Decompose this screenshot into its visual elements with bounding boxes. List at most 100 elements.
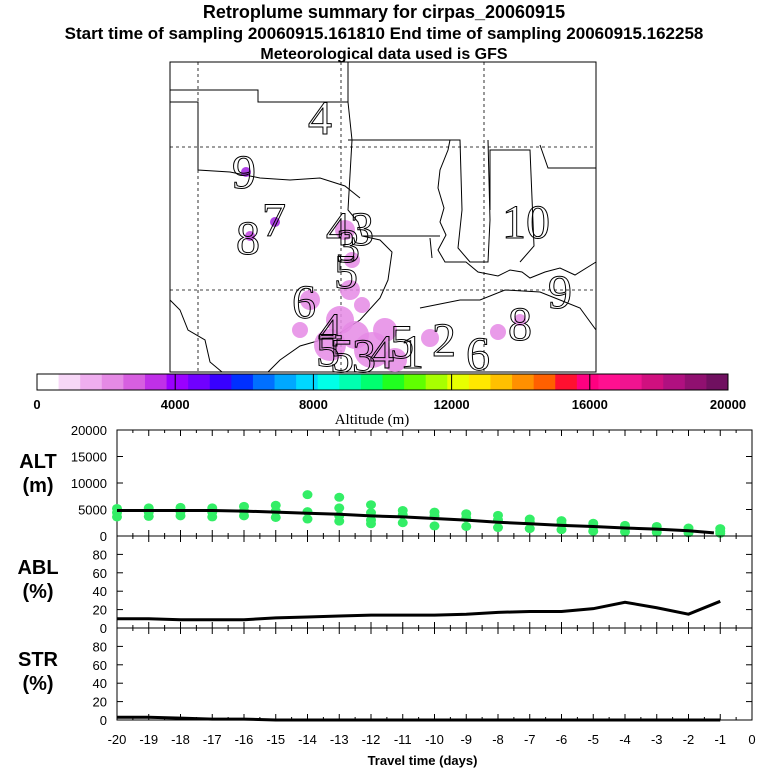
map-day-label: 4 xyxy=(370,326,394,379)
colorbar-cell xyxy=(555,374,578,390)
alt-point xyxy=(524,524,535,534)
colorbar-cell xyxy=(252,374,276,390)
map-day-label: 6 xyxy=(466,328,490,381)
map-day-label: 4 xyxy=(308,92,332,145)
colorbar-cell xyxy=(37,374,60,390)
colorbar-cell xyxy=(598,374,621,390)
colorbar-cell xyxy=(188,374,211,390)
map-day-label: 9 xyxy=(232,146,256,199)
alt-ytick-label: 5000 xyxy=(78,503,107,518)
alt-point xyxy=(429,521,440,531)
xtick-label: -7 xyxy=(524,732,536,747)
xtick-label: -6 xyxy=(556,732,568,747)
abl-ylabel: ABL xyxy=(17,557,58,579)
alt-point xyxy=(239,511,249,521)
str-ylabel: (%) xyxy=(22,673,53,695)
xtick-label: -8 xyxy=(492,732,504,747)
plume-blob xyxy=(490,324,506,340)
xtick-label: -16 xyxy=(235,732,254,747)
x-axis-label: Travel time (days) xyxy=(368,753,478,768)
alt-point xyxy=(366,519,376,529)
colorbar-cell xyxy=(706,374,729,390)
map-day-label: 3 xyxy=(336,220,360,273)
sampling-times: Start time of sampling 20060915.161810 E… xyxy=(64,24,704,43)
map-day-label: 3 xyxy=(350,203,374,256)
colorbar-cell xyxy=(620,374,643,390)
map-day-label: 1 xyxy=(400,326,424,379)
colorbar-cell xyxy=(663,374,686,390)
plume-blob xyxy=(270,217,280,227)
alt-point xyxy=(270,512,281,522)
colorbar-cell xyxy=(231,374,254,390)
colorbar-cell xyxy=(209,374,232,390)
str-ytick-label: 60 xyxy=(93,658,107,673)
plume-blob xyxy=(340,280,360,300)
alt-point xyxy=(302,490,313,500)
colorbar-cell xyxy=(641,374,664,390)
xtick-label: -12 xyxy=(362,732,381,747)
alt-point xyxy=(112,512,122,522)
colorbar-tick-label: 4000 xyxy=(161,397,190,412)
alt-point xyxy=(493,523,503,533)
colorbar-cell xyxy=(468,374,491,390)
met-data-label: Meteorological data used is GFS xyxy=(260,46,508,63)
str-ylabel: STR xyxy=(18,649,59,671)
chart-title: Retroplume summary for cirpas_20060915 xyxy=(202,2,566,22)
colorbar-tick-label: 0 xyxy=(33,397,40,412)
xtick-label: -11 xyxy=(394,732,412,747)
xtick-label: -9 xyxy=(460,732,472,747)
xtick-label: 0 xyxy=(748,732,755,747)
alt-ytick-label: 15000 xyxy=(71,450,107,465)
map-day-labels: 498 7 4 353 106 945 34 1 2 685 5 xyxy=(232,92,573,384)
plume-blob xyxy=(354,297,370,313)
alt-point xyxy=(207,512,218,522)
colorbar-cell xyxy=(317,374,340,390)
alt-panel: 20000 15000 10000 5000 0 ALT(m) xyxy=(19,423,753,544)
str-ytick-label: 20 xyxy=(93,695,107,710)
alt-point xyxy=(366,500,376,510)
colorbar-cell xyxy=(533,374,556,390)
xtick-label: -3 xyxy=(651,732,663,747)
map-outlines xyxy=(169,62,597,373)
xtick-label: -2 xyxy=(683,732,695,747)
alt-point xyxy=(302,514,313,524)
str-ytick-label: 0 xyxy=(100,713,107,728)
map-day-label: 7 xyxy=(262,194,286,247)
colorbar-cell xyxy=(576,374,599,390)
map-day-label: 10 xyxy=(502,196,550,249)
xtick-label: -18 xyxy=(171,732,190,747)
alt-point xyxy=(175,511,186,521)
alt-ytick-label: 10000 xyxy=(71,476,107,491)
colorbar-tick-label: 8000 xyxy=(299,397,328,412)
colorbar-cell xyxy=(144,374,168,390)
plume-blob xyxy=(314,329,346,361)
colorbar-cell xyxy=(382,374,405,390)
map-day-label: 4 xyxy=(318,304,342,357)
xtick-label: -19 xyxy=(139,732,158,747)
plume-blob xyxy=(300,290,320,310)
xtick-label: -17 xyxy=(203,732,222,747)
xtick-label: -15 xyxy=(266,732,285,747)
map-day-label: 6 xyxy=(292,276,316,329)
map-day-label: 5 xyxy=(316,324,340,377)
time-series-panels: 20000150001000050000ALT(m)806040200ABL(%… xyxy=(17,423,755,768)
map-day-label: 5 xyxy=(334,246,358,299)
map-day-label: 9 xyxy=(548,266,572,319)
abl-ytick-label: 40 xyxy=(93,584,107,599)
colorbar-cell xyxy=(339,374,362,390)
alt-point xyxy=(588,526,599,536)
colorbar-cell xyxy=(684,374,707,390)
colorbar-cell xyxy=(274,374,297,390)
map-day-label: 4 xyxy=(326,203,350,256)
alt-ylabel: ALT xyxy=(19,451,56,473)
map-day-label: 2 xyxy=(432,314,456,367)
plume-footprint xyxy=(241,167,526,372)
str-line xyxy=(117,715,721,722)
plume-blob xyxy=(344,252,360,268)
colorbar-tick-label: 20000 xyxy=(710,397,746,412)
plume-blob xyxy=(241,167,251,177)
xtick-label: -1 xyxy=(714,732,726,747)
colorbar-cell xyxy=(404,374,427,390)
